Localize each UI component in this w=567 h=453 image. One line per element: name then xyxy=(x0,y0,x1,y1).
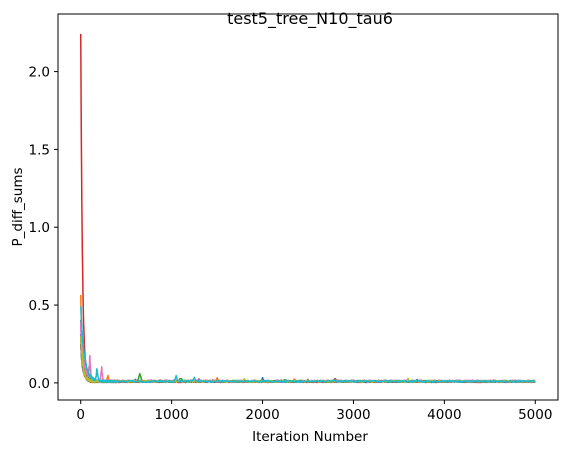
y-tick-label: 2.0 xyxy=(29,65,50,81)
x-tick-label: 0 xyxy=(76,407,85,423)
x-tick-label: 5000 xyxy=(518,407,552,423)
y-axis: 0.0 0.5 1.0 1.5 2.0 xyxy=(29,65,58,392)
series-layer xyxy=(79,33,536,384)
y-axis-label: P_diff_sums xyxy=(10,167,26,246)
y-tick-label: 1.5 xyxy=(29,142,50,158)
x-tick-label: 3000 xyxy=(336,407,370,423)
x-axis-label: Iteration Number xyxy=(252,429,368,445)
x-tick-label: 1000 xyxy=(154,407,188,423)
x-axis: 0 1000 2000 3000 4000 5000 xyxy=(76,400,552,423)
plot-frame xyxy=(57,13,559,401)
x-tick-label: 4000 xyxy=(427,407,461,423)
y-tick-label: 0.0 xyxy=(29,376,50,392)
y-tick-label: 1.0 xyxy=(29,220,50,236)
chart-title: test5_tree_N10_tau6 xyxy=(227,9,393,29)
series-line xyxy=(79,306,536,383)
y-tick-label: 0.5 xyxy=(29,298,50,314)
x-tick-label: 2000 xyxy=(245,407,279,423)
